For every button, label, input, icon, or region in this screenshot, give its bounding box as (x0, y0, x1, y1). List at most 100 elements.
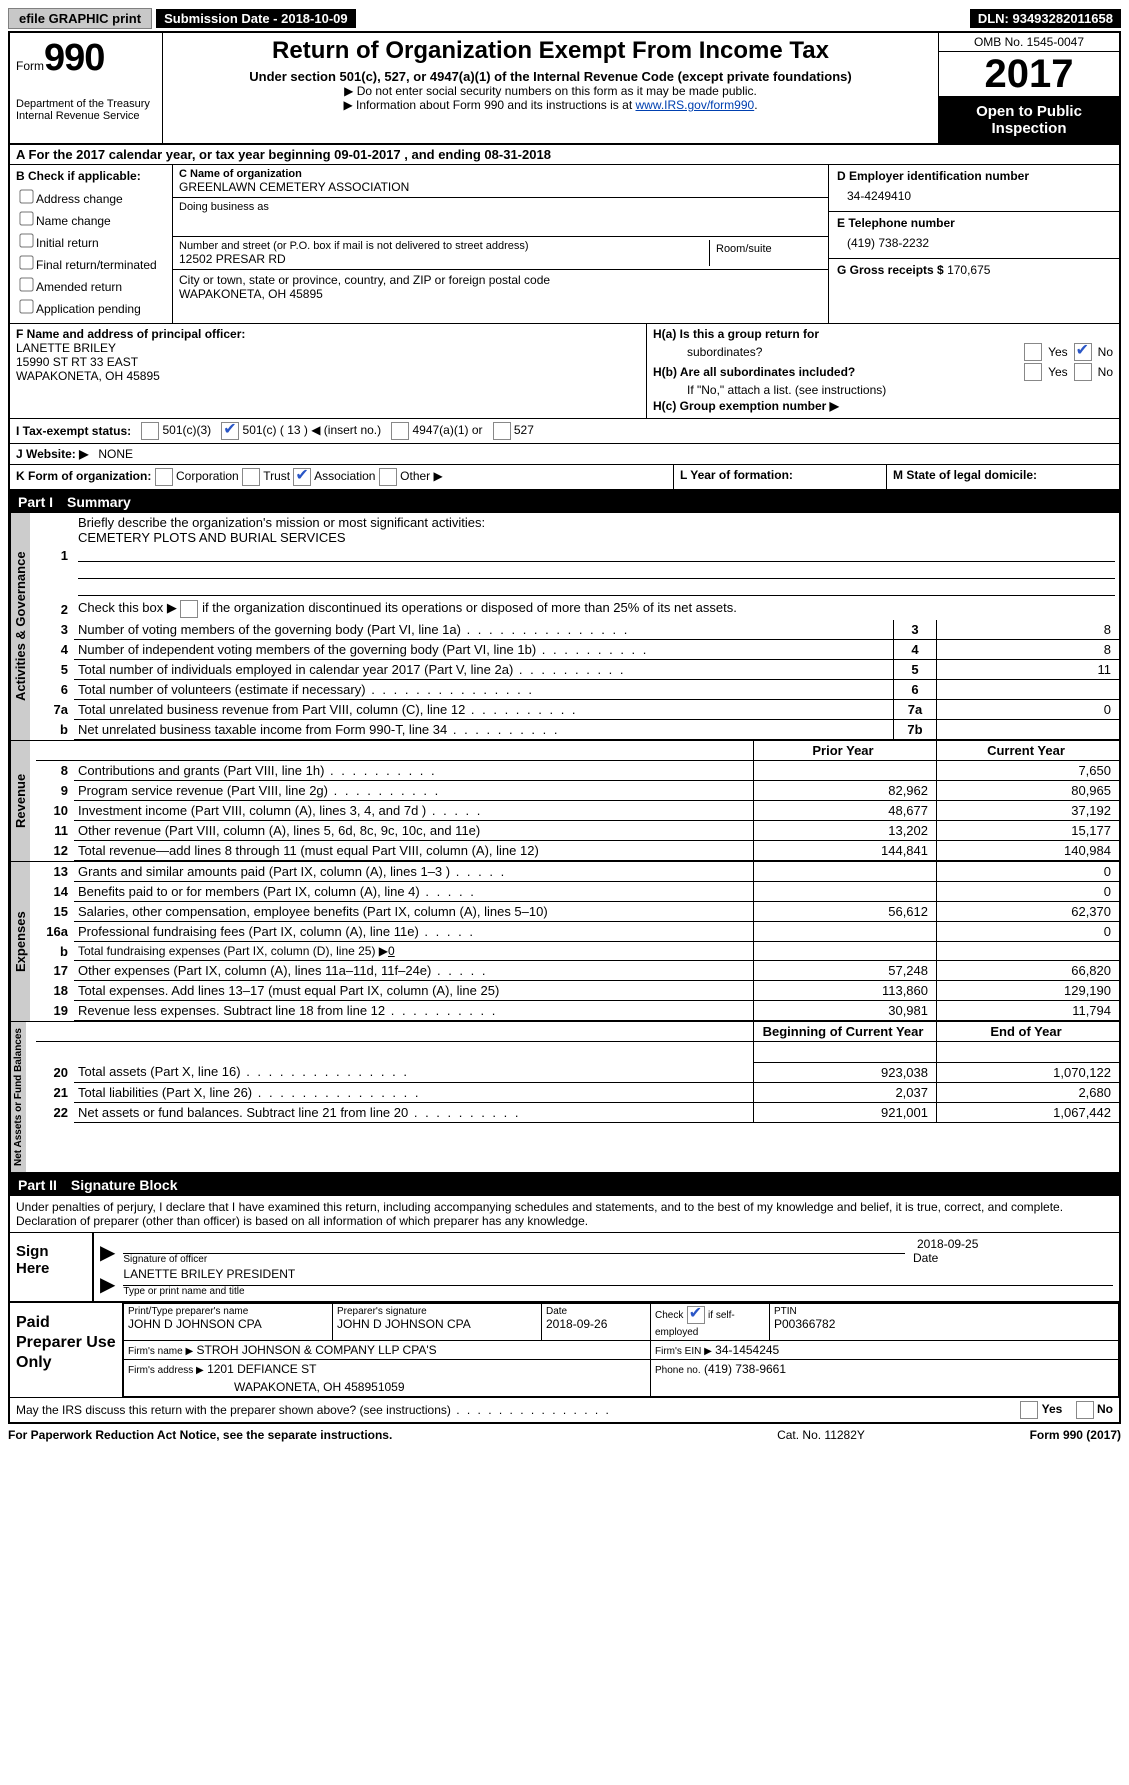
l3-desc: Number of voting members of the governin… (78, 622, 629, 637)
sig-date-value: 2018-09-25 (913, 1237, 1113, 1251)
l4-value: 8 (937, 640, 1120, 660)
row-i-tax-exempt: I Tax-exempt status: 501(c)(3) 501(c) ( … (8, 418, 1121, 443)
paid-preparer-section: Paid Preparer Use Only Print/Type prepar… (8, 1302, 1121, 1397)
l5-value: 11 (937, 660, 1120, 680)
firm-city: WAPAKONETA, OH 458951059 (124, 1378, 651, 1397)
l7b-value (937, 720, 1120, 740)
cb-amended-return[interactable]: Amended return (16, 275, 166, 294)
discuss-text: May the IRS discuss this return with the… (16, 1403, 611, 1417)
irs-discuss-row: May the IRS discuss this return with the… (8, 1397, 1121, 1424)
sig-arrow-icon-2: ▶ (100, 1272, 115, 1297)
i-4947-checkbox[interactable] (391, 422, 409, 440)
net-assets-section: Net Assets or Fund Balances Beginning of… (8, 1022, 1121, 1174)
sig-date-label: Date (913, 1251, 1113, 1265)
row-a-tax-year: A For the 2017 calendar year, or tax yea… (8, 145, 1121, 165)
form-footer: Form 990 (2017) (921, 1428, 1121, 1442)
pra-notice: For Paperwork Reduction Act Notice, see … (8, 1428, 721, 1442)
vtab-revenue: Revenue (10, 741, 30, 861)
discuss-no-checkbox[interactable] (1076, 1401, 1094, 1419)
gross-receipts-label: G Gross receipts $ (837, 263, 947, 277)
dba-label: Doing business as (179, 201, 822, 213)
i-527-checkbox[interactable] (493, 422, 511, 440)
discuss-yes-checkbox[interactable] (1020, 1401, 1038, 1419)
form-word: Form (16, 59, 44, 73)
expenses-section: Expenses 13Grants and similar amounts pa… (8, 862, 1121, 1022)
form-number: 990 (44, 37, 104, 80)
form-header: Form 990 Department of the Treasury Inte… (8, 31, 1121, 145)
header-center: Return of Organization Exempt From Incom… (163, 33, 939, 143)
preparer-name: JOHN D JOHNSON CPA (128, 1317, 328, 1331)
self-employed-checkbox[interactable] (687, 1306, 705, 1324)
l7b-desc: Net unrelated business taxable income fr… (78, 722, 560, 737)
h-group-return: H(a) Is this a group return for subordin… (647, 324, 1119, 418)
l6-desc: Total number of volunteers (estimate if … (78, 682, 534, 697)
efile-graphic-print-button[interactable]: efile GRAPHIC print (8, 8, 152, 29)
l5-desc: Total number of individuals employed in … (78, 662, 626, 677)
city-label: City or town, state or province, country… (179, 273, 822, 287)
l2-checkbox[interactable] (180, 600, 198, 618)
vtab-activities: Activities & Governance (10, 513, 30, 740)
tel-value: (419) 738-2232 (837, 236, 1111, 250)
sig-arrow-icon: ▶ (100, 1240, 115, 1265)
part-ii-header: Part IISignature Block (8, 1174, 1121, 1196)
cb-name-change[interactable]: Name change (16, 209, 166, 228)
k-assoc-checkbox[interactable] (293, 468, 311, 486)
ptin-value: P00366782 (774, 1317, 1114, 1331)
dln-badge: DLN: 93493282011658 (970, 9, 1121, 28)
signature-block: Under penalties of perjury, I declare th… (8, 1196, 1121, 1302)
hb-no-checkbox[interactable] (1074, 363, 1092, 381)
f-principal-officer: F Name and address of principal officer:… (10, 324, 647, 418)
street-label: Number and street (or P.O. box if mail i… (179, 240, 705, 252)
footer-final: For Paperwork Reduction Act Notice, see … (8, 1424, 1121, 1446)
paid-preparer-label: Paid Preparer Use Only (10, 1303, 123, 1397)
firm-name: STROH JOHNSON & COMPANY LLP CPA'S (197, 1343, 437, 1357)
type-name-label: Type or print name and title (123, 1286, 1113, 1297)
street-value: 12502 PRESAR RD (179, 252, 705, 266)
l4-desc: Number of independent voting members of … (78, 642, 648, 657)
ein-value: 34-4249410 (837, 189, 1111, 203)
k-other-checkbox[interactable] (379, 468, 397, 486)
i-501c3-checkbox[interactable] (141, 422, 159, 440)
header-left: Form 990 Department of the Treasury Inte… (10, 33, 163, 143)
cb-address-change[interactable]: Address change (16, 187, 166, 206)
tax-year: 2017 (939, 52, 1119, 97)
m-state-domicile: M State of legal domicile: (887, 465, 1119, 489)
i-501c-checkbox[interactable] (221, 422, 239, 440)
firm-phone: (419) 738-9661 (704, 1362, 786, 1376)
row-f-h: F Name and address of principal officer:… (8, 323, 1121, 418)
cb-final-return[interactable]: Final return/terminated (16, 253, 166, 272)
revenue-section: Revenue Prior YearCurrent Year 8Contribu… (8, 741, 1121, 862)
irs-link[interactable]: www.IRS.gov/form990 (635, 98, 754, 112)
col-b-checkboxes: B Check if applicable: Address change Na… (10, 165, 173, 323)
b-label: B Check if applicable: (16, 169, 166, 183)
cb-initial-return[interactable]: Initial return (16, 231, 166, 250)
current-year-header: Current Year (937, 741, 1120, 761)
activities-governance-section: Activities & Governance 1 Briefly descri… (8, 513, 1121, 741)
k-form-org: K Form of organization: Corporation Trus… (10, 465, 674, 489)
l6-value (937, 680, 1120, 700)
header-right: OMB No. 1545-0047 2017 Open to Public In… (939, 33, 1119, 143)
hb-yes-checkbox[interactable] (1024, 363, 1042, 381)
col-c-org-info: C Name of organization GREENLAWN CEMETER… (173, 165, 829, 323)
org-name: GREENLAWN CEMETERY ASSOCIATION (179, 180, 822, 194)
dept-treasury: Department of the Treasury (16, 98, 156, 110)
ha-no-checkbox[interactable] (1074, 343, 1092, 361)
k-corp-checkbox[interactable] (155, 468, 173, 486)
preparer-signature: JOHN D JOHNSON CPA (337, 1317, 537, 1331)
irs-label: Internal Revenue Service (16, 110, 156, 122)
l1-mission: CEMETERY PLOTS AND BURIAL SERVICES (78, 530, 1115, 545)
l7a-desc: Total unrelated business revenue from Pa… (78, 702, 578, 717)
gross-receipts-value: 170,675 (947, 263, 990, 277)
cat-no: Cat. No. 11282Y (721, 1428, 921, 1442)
k-trust-checkbox[interactable] (242, 468, 260, 486)
sig-name-title: LANETTE BRILEY PRESIDENT (123, 1267, 1113, 1286)
eoy-header: End of Year (937, 1022, 1120, 1042)
boy-header: Beginning of Current Year (754, 1022, 937, 1042)
ein-label: D Employer identification number (837, 169, 1111, 183)
prior-year-header: Prior Year (754, 741, 937, 761)
header-sub1: Under section 501(c), 527, or 4947(a)(1)… (169, 69, 932, 84)
cb-application-pending[interactable]: Application pending (16, 297, 166, 316)
col-d-right: D Employer identification number 34-4249… (829, 165, 1119, 323)
omb-number: OMB No. 1545-0047 (939, 33, 1119, 52)
ha-yes-checkbox[interactable] (1024, 343, 1042, 361)
